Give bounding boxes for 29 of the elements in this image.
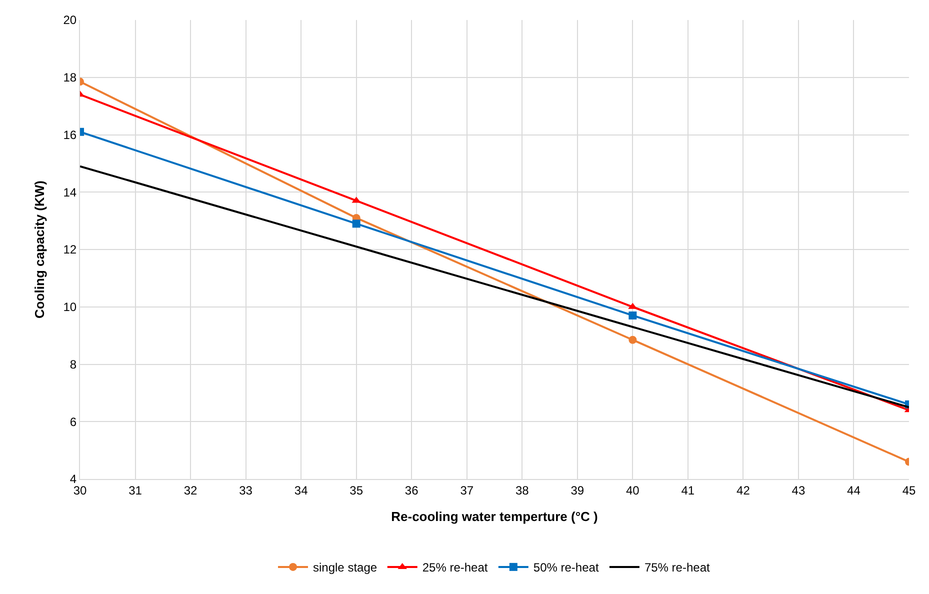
x-tick-label: 41 bbox=[681, 483, 695, 498]
legend-label: 25% re-heat bbox=[422, 560, 488, 575]
x-tick-label: 43 bbox=[792, 483, 806, 498]
legend-label: 50% re-heat bbox=[533, 560, 600, 575]
x-tick-label: 37 bbox=[460, 483, 474, 498]
x-tick-label: 35 bbox=[350, 483, 364, 498]
x-axis-title: Re-cooling water temperture (°C ) bbox=[391, 509, 598, 524]
x-tick-label: 44 bbox=[847, 483, 861, 498]
y-tick-label: 20 bbox=[63, 13, 77, 28]
y-tick-label: 12 bbox=[63, 242, 77, 257]
y-tick-label: 10 bbox=[63, 300, 77, 314]
y-tick-label: 8 bbox=[70, 357, 77, 372]
x-tick-label: 39 bbox=[570, 483, 584, 498]
x-tick-label: 42 bbox=[736, 483, 750, 498]
x-tick-label: 38 bbox=[515, 483, 530, 498]
x-tick-label: 40 bbox=[626, 483, 640, 498]
y-tick-label: 18 bbox=[63, 70, 77, 85]
legend-label: 75% re-heat bbox=[644, 560, 710, 575]
y-tick-label: 6 bbox=[70, 414, 77, 429]
x-tick-label: 36 bbox=[404, 483, 419, 498]
y-tick-label: 16 bbox=[63, 128, 77, 142]
x-tick-label: 45 bbox=[902, 483, 916, 498]
legend-label: single stage bbox=[313, 560, 378, 575]
x-tick-label: 31 bbox=[128, 483, 142, 498]
y-axis-title: Cooling capacity (KW) bbox=[32, 180, 48, 318]
x-tick-label: 32 bbox=[184, 483, 198, 498]
x-tick-label: 33 bbox=[239, 483, 253, 498]
y-tick-label: 14 bbox=[63, 185, 77, 200]
x-tick-label: 34 bbox=[294, 483, 308, 498]
